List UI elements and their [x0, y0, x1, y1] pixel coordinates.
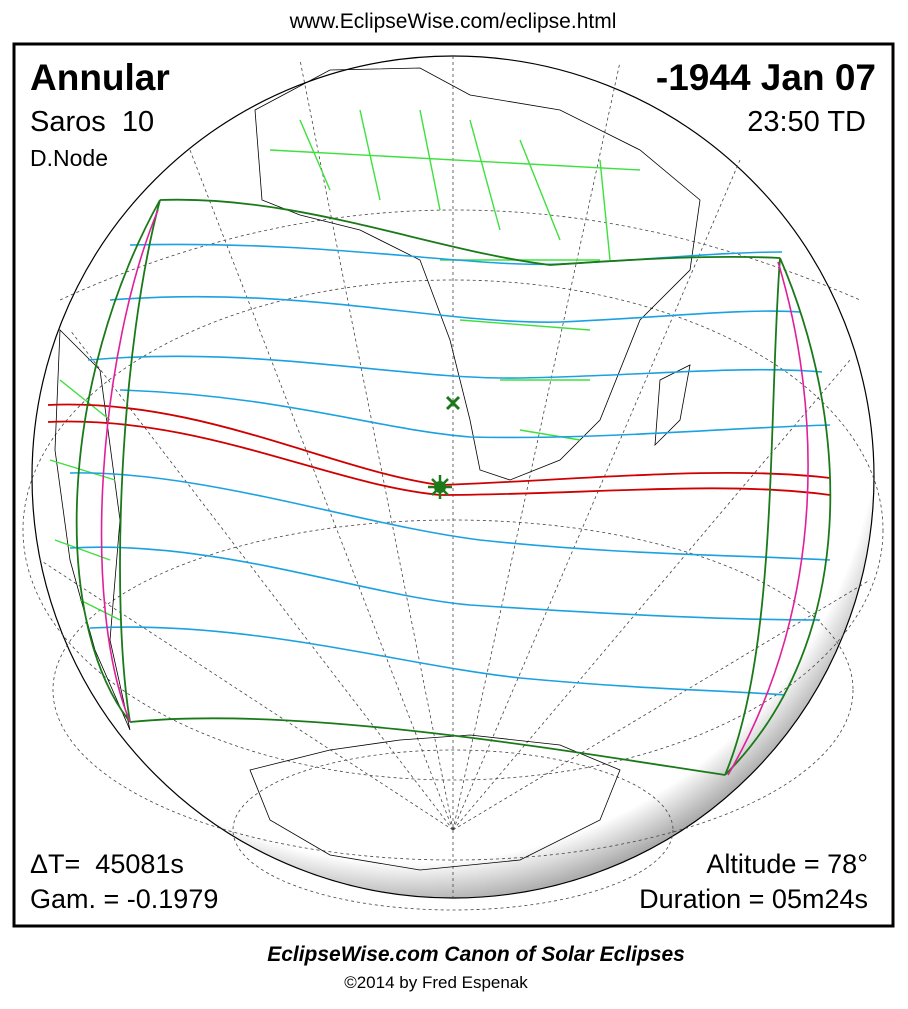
header-url: www.EclipseWise.com/eclipse.html — [289, 10, 617, 33]
eclipse-date: -1944 Jan 07 — [656, 57, 876, 98]
delta-t: ΔT= 45081s — [30, 849, 184, 879]
footer-title: EclipseWise.com Canon of Solar Eclipses — [267, 943, 685, 966]
copyright: ©2014 by Fred Espenak — [344, 973, 528, 992]
eclipse-path — [47, 198, 832, 776]
time: 23:50 TD — [747, 106, 866, 138]
globe — [22, 55, 884, 911]
gamma: Gam. = -0.1979 — [30, 884, 218, 914]
altitude: Altitude = 78° — [706, 849, 868, 879]
eclipse-type: Annular — [30, 57, 170, 98]
saros: Saros 10 — [30, 106, 154, 138]
duration: Duration = 05m24s — [639, 884, 868, 914]
node: D.Node — [30, 145, 108, 171]
